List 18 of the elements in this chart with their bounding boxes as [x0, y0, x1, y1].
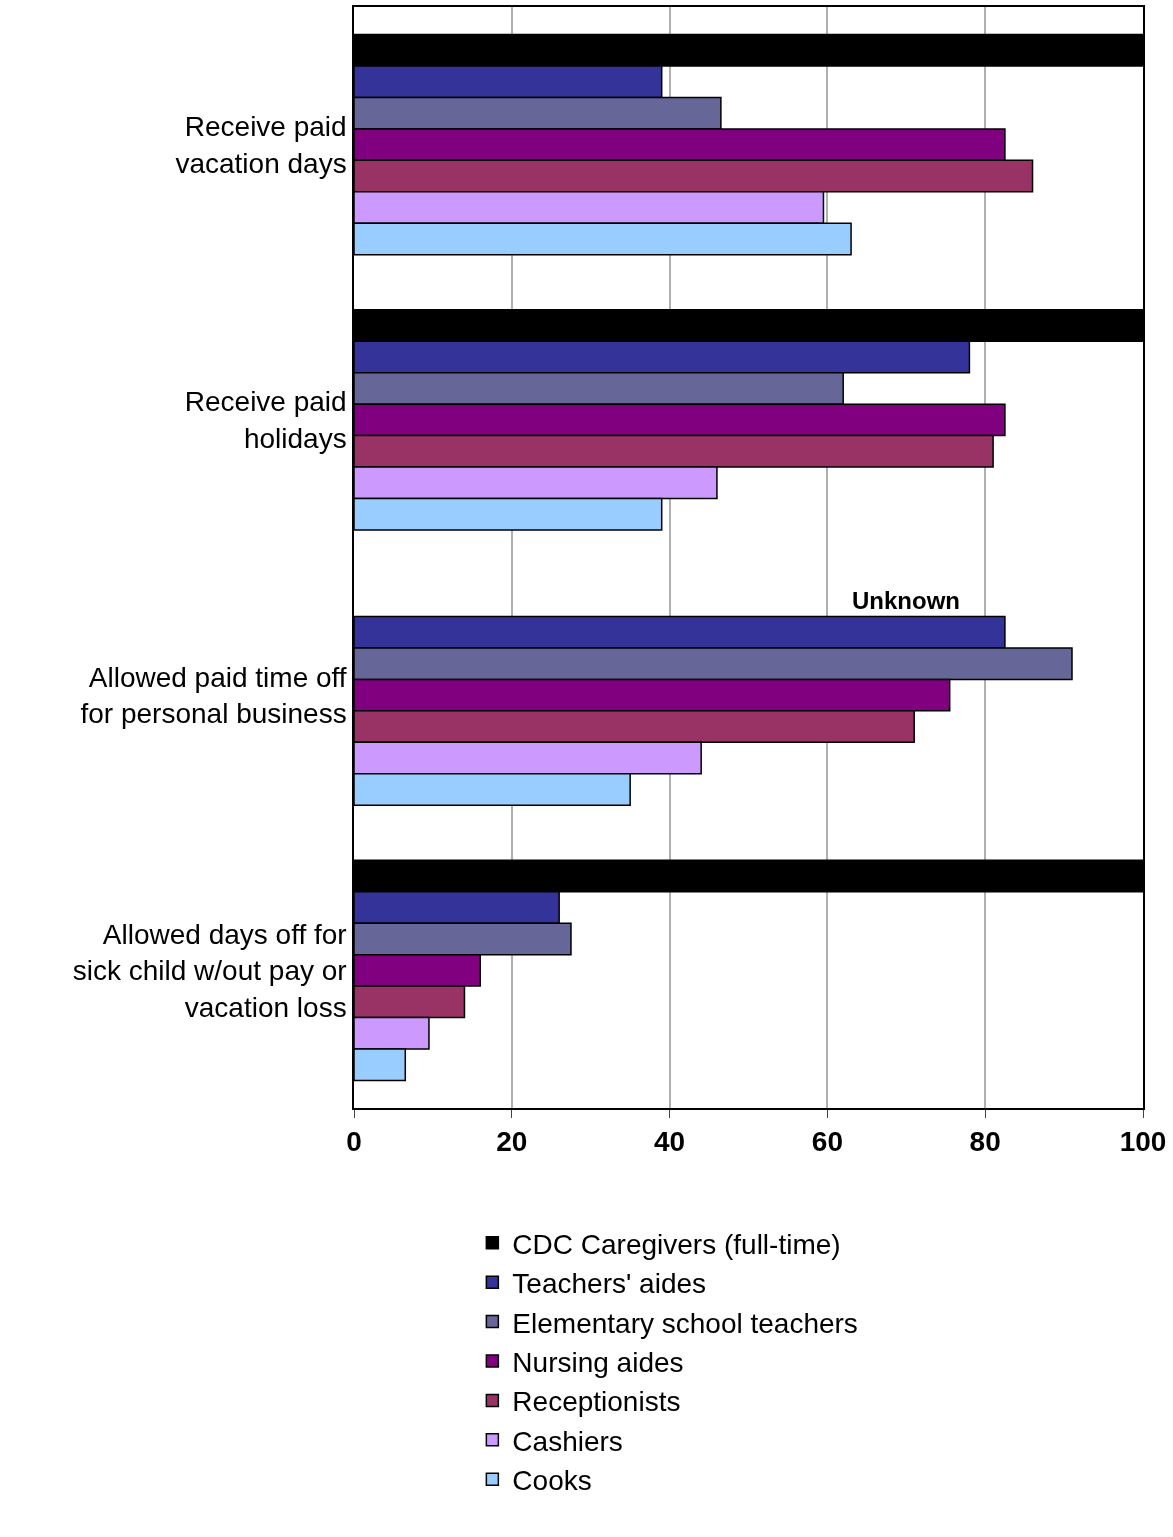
y-tick-label: Allowed days off for sick child w/out pay or vacation loss — [72, 918, 347, 1023]
y-tick-label: Receive paid holidays — [184, 386, 347, 454]
annotation: Unknown — [852, 587, 960, 614]
x-tick-label: 0 — [346, 1126, 362, 1158]
y-tick-label: Allowed paid time off for personal business — [80, 661, 347, 730]
x-tick-label: 100 — [1119, 1126, 1167, 1158]
legend-label: Cooks — [512, 1465, 592, 1497]
legend-label: Nursing aides — [512, 1346, 684, 1378]
legend-label: Receptionists — [512, 1386, 681, 1418]
x-tick-label: 60 — [811, 1126, 843, 1158]
y-tick-label: Receive paid vacation days — [175, 111, 347, 179]
legend-label: Cashiers — [512, 1425, 623, 1457]
legend-label: Elementary school teachers — [512, 1307, 858, 1339]
x-tick-label: 40 — [654, 1126, 686, 1158]
legend-label: CDC Caregivers (full-time) — [512, 1228, 841, 1260]
x-tick-label: 20 — [496, 1126, 528, 1158]
legend-label: Teachers' aides — [512, 1268, 707, 1300]
x-tick-label: 80 — [969, 1126, 1001, 1158]
